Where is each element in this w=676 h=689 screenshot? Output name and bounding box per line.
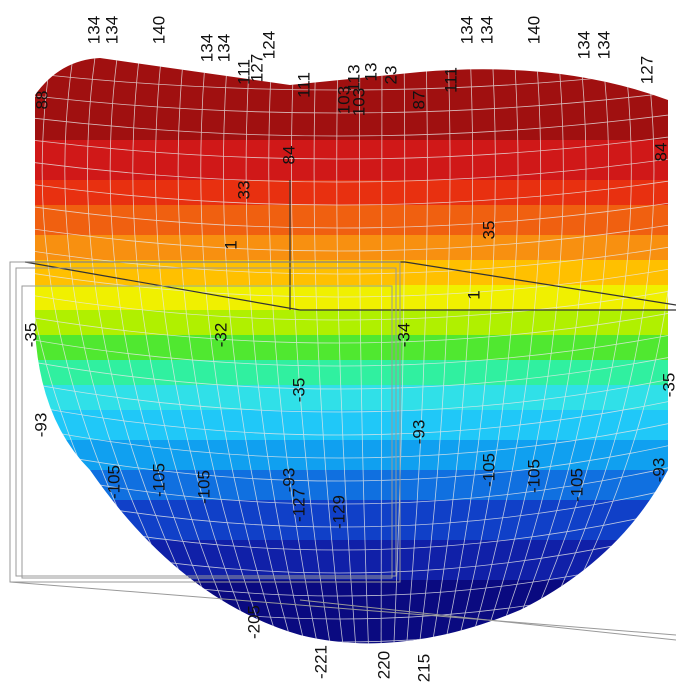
value-label: 84 (279, 146, 298, 165)
value-label: -105 (524, 459, 543, 493)
value-label: 134 (457, 16, 476, 44)
value-label: 134 (84, 16, 103, 44)
value-label: 134 (102, 16, 121, 44)
value-label: 33 (234, 181, 253, 200)
value-label: 127 (637, 56, 656, 84)
value-label: 23 (381, 66, 400, 85)
value-label: -127 (289, 488, 308, 522)
value-label: -34 (394, 323, 413, 348)
value-label: -105 (479, 453, 498, 487)
value-label: 111 (294, 72, 313, 98)
value-label: 134 (574, 31, 593, 59)
value-label: -35 (289, 378, 308, 403)
value-label: 111 (441, 67, 460, 93)
value-label: -105 (567, 468, 586, 502)
value-label: -105 (104, 465, 123, 499)
value-label: -129 (329, 495, 348, 529)
value-label: 134 (594, 31, 613, 59)
value-label: -93 (409, 420, 428, 445)
value-label: 13 (361, 63, 380, 82)
mesh-line (0, 664, 676, 689)
value-label: -93 (31, 413, 50, 438)
value-label: 103 (349, 88, 368, 116)
value-label: 1 (464, 290, 483, 299)
value-label: -221 (311, 645, 330, 679)
value-label: 87 (409, 91, 428, 110)
value-label: 140 (149, 16, 168, 44)
value-label: 35 (479, 221, 498, 240)
value-label: 111 (234, 59, 253, 85)
fem-contour-plot: 1341341401341341241271111111131031031323… (0, 0, 676, 689)
value-label: -105 (149, 463, 168, 497)
value-label: 134 (214, 34, 233, 62)
value-label: -32 (211, 323, 230, 348)
value-label: 215 (414, 654, 433, 682)
value-label: -35 (21, 323, 40, 348)
value-label: -205 (244, 605, 263, 639)
value-label: -35 (659, 373, 676, 398)
value-label: 84 (651, 143, 670, 162)
value-label: 220 (374, 651, 393, 679)
value-label: 1 (221, 240, 240, 249)
value-label: -93 (649, 458, 668, 483)
value-label: 134 (477, 16, 496, 44)
value-label: 140 (524, 16, 543, 44)
value-label: -105 (194, 470, 213, 504)
mesh-line (0, 642, 676, 688)
value-label: 88 (32, 91, 51, 110)
